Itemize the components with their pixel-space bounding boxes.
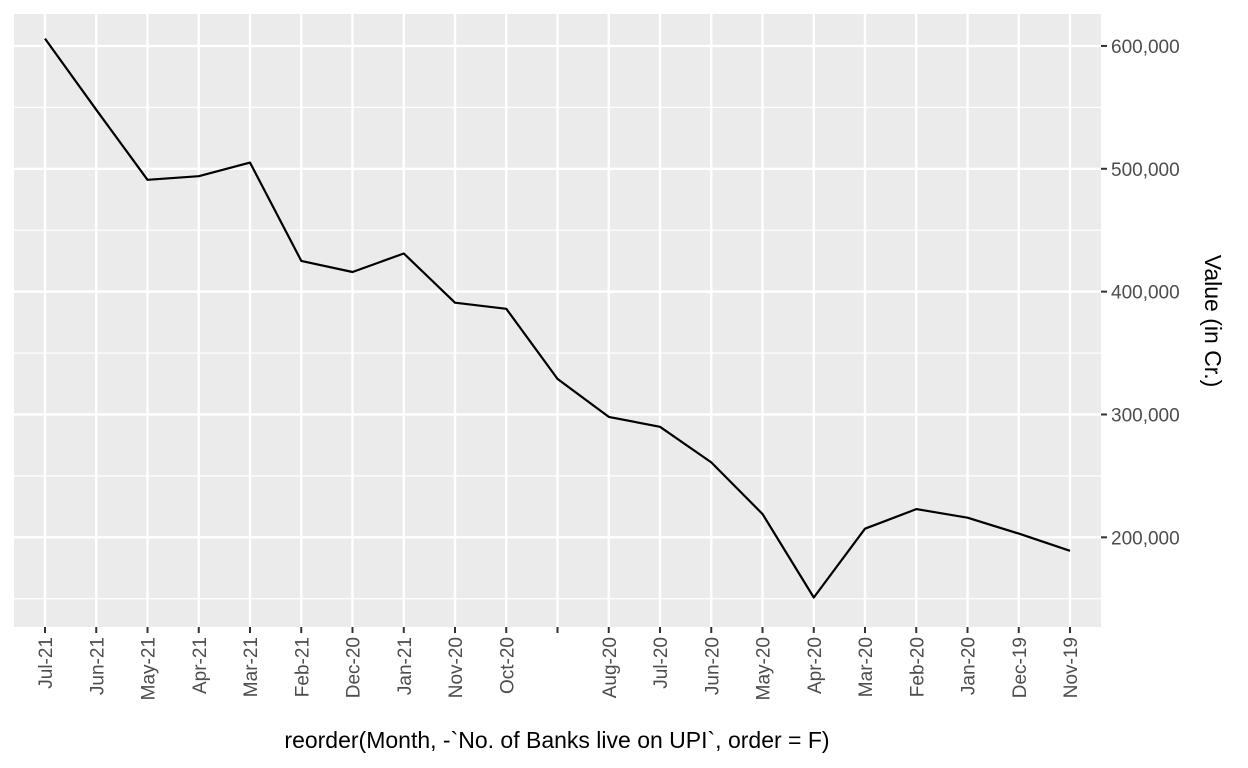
- x-tick-label: Nov-19: [1061, 637, 1082, 698]
- x-tick-label: Mar-21: [241, 637, 262, 697]
- x-tick-label: Jun-20: [702, 637, 723, 695]
- x-tick-label: Jul-21: [36, 637, 57, 689]
- major-gridlines: [14, 14, 1101, 627]
- x-tick-label: Feb-21: [292, 637, 313, 697]
- x-tick-label: Jun-21: [87, 637, 108, 695]
- y-tick-label: 200,000: [1111, 528, 1180, 549]
- x-tick-label: Feb-20: [907, 637, 928, 697]
- y-tick-label: 600,000: [1111, 37, 1180, 58]
- y-axis-title: Value (in Cr.): [1200, 255, 1226, 388]
- y-tick-label: 400,000: [1111, 283, 1180, 304]
- y-tick-label: 500,000: [1111, 160, 1180, 181]
- x-tick-label: Dec-20: [344, 637, 365, 698]
- x-tick-label: May-20: [754, 637, 775, 700]
- x-tick-label: Apr-21: [190, 637, 211, 694]
- x-tick-label: Nov-20: [446, 637, 467, 698]
- x-tick-label: Jan-20: [959, 637, 980, 695]
- x-tick-label: Mar-20: [856, 637, 877, 697]
- y-tick-label: 300,000: [1111, 405, 1180, 426]
- x-tick-label: Dec-19: [1010, 637, 1031, 698]
- series-layer: [44, 37, 1071, 599]
- x-tick-label: Aug-20: [600, 637, 621, 698]
- x-tick-label: May-21: [139, 637, 160, 700]
- x-axis: Jul-21 Jun-21 May-21 Apr-21 Mar-21 Feb-21 Dec-…: [36, 627, 1082, 700]
- series-line: [44, 37, 1071, 599]
- x-tick-label: Apr-20: [805, 637, 826, 694]
- x-axis-title: reorder(Month, -`No. of Banks live on UP…: [284, 727, 829, 753]
- x-tick-label: Jul-20: [651, 637, 672, 689]
- x-tick-label: Oct-20: [497, 637, 518, 694]
- y-axis: 200,000 300,000 400,000 500,000 600,000: [1101, 37, 1180, 549]
- x-tick-label: Jan-21: [395, 637, 416, 695]
